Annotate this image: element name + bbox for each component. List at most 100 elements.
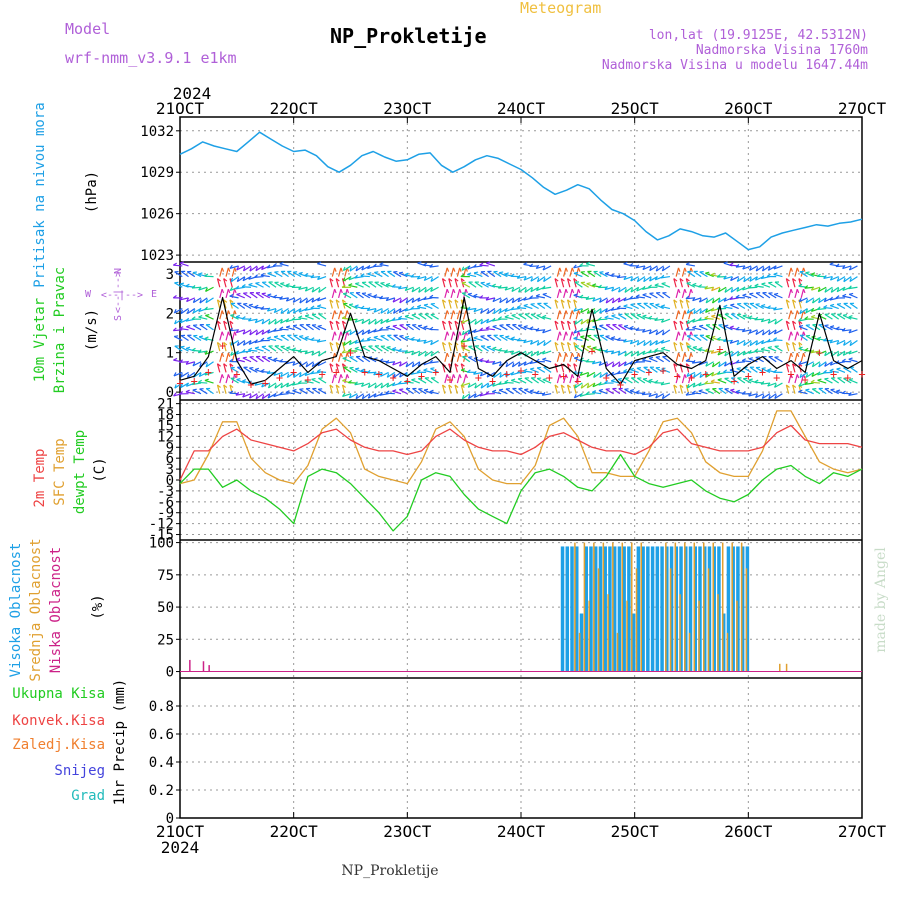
wind-gust-marker: +: [659, 363, 666, 377]
wind-arrow: [174, 336, 182, 340]
wind-arrow: [576, 310, 578, 319]
wind-arrow-head: [699, 390, 703, 391]
wind-arrow-head: [305, 337, 309, 338]
wind-gust-marker: +: [631, 367, 638, 381]
wind-arrow-head: [572, 268, 573, 272]
wind-arrow-head: [542, 315, 546, 316]
wind-gust-marker: +: [361, 365, 368, 379]
grid-lines: [180, 117, 862, 818]
cloud-unit-label: (%): [90, 594, 106, 619]
wind-speed-series: ++++++++++++++++++++++++++++++++++++++++…: [176, 298, 865, 392]
wind-arrow: [451, 332, 453, 341]
wind-arrow-head: [255, 368, 259, 369]
wind-arrow-head: [768, 347, 772, 348]
wind-arrow: [381, 272, 389, 277]
wind-arrow-head: [756, 304, 760, 305]
wind-arrow: [564, 289, 566, 298]
cloud-tick-label: 0: [166, 665, 174, 681]
wind-arrow-head: [242, 380, 246, 382]
wind-arrow: [445, 332, 447, 341]
wind-gust-marker: +: [432, 365, 439, 379]
top-time-label: 25OCT: [611, 99, 660, 118]
wind-arrow-head: [267, 337, 271, 339]
wind-arrow: [574, 273, 582, 276]
wind-arrow-head: [255, 283, 259, 284]
wind-arrow: [419, 314, 426, 319]
wind-arrow-head: [717, 337, 721, 339]
wind-arrow-head: [347, 310, 348, 314]
wind-arrow-head: [791, 310, 792, 314]
wind-arrow-head: [830, 326, 834, 327]
wind-arrow-head: [305, 315, 309, 316]
wind-arrow-head: [453, 332, 454, 336]
wind-arrow-head: [199, 273, 203, 274]
wind-arrow-head: [228, 268, 229, 272]
wind-arrow-head: [317, 305, 321, 306]
wind-arrow-head: [447, 268, 448, 272]
wind-gust-marker: +: [205, 365, 212, 379]
wind-arrow-head: [222, 353, 223, 357]
top-time-label: 21OCT: [156, 99, 205, 118]
wind-arrow-head: [430, 390, 434, 392]
wind-arrow-head: [842, 294, 846, 296]
wind-arrow-head: [524, 389, 528, 390]
model-name: wrf-nmm_v3.9.1 e1km: [65, 49, 237, 67]
wind-arrow-head: [699, 325, 703, 326]
wind-arrow-head: [637, 314, 641, 315]
wind-arrow-head: [599, 272, 603, 273]
wind-arrow-head: [611, 379, 615, 381]
wind-gust-marker: +: [517, 363, 524, 377]
wind-arrow-head: [341, 332, 342, 336]
wind-arrow: [795, 353, 797, 362]
wind-arrow: [795, 332, 797, 341]
wind-arrow-head: [335, 310, 336, 314]
wind-arrow-head: [560, 353, 561, 357]
wind-arrow-head: [299, 272, 303, 273]
wind-arrow-head: [286, 284, 290, 286]
wind-arrow-head: [706, 389, 710, 390]
high-cloud-bar: [646, 546, 650, 671]
wind-arrow-head: [797, 332, 798, 336]
cloud-tick-label: 75: [157, 568, 174, 584]
high-cloud-bar: [566, 546, 570, 671]
wind-gust-marker: +: [787, 367, 794, 381]
wind-arrow-head: [685, 332, 686, 336]
mid-cloud-bar: [717, 594, 719, 671]
wind-arrow-head: [566, 268, 567, 272]
wind-arrow-head: [186, 284, 190, 286]
wind-gust-marker: +: [588, 344, 595, 358]
compass-east-arrows: <--|-->: [101, 290, 143, 301]
wind-arrow-head: [578, 353, 579, 357]
mid-cloud-bar: [731, 543, 733, 672]
wind-arrow-head: [228, 332, 229, 336]
wind-arrow-head: [817, 337, 821, 339]
wind-arrow-head: [797, 353, 798, 357]
wind-axis-label-line2: Brzina i Pravac: [52, 267, 68, 393]
wind-gust-marker: +: [262, 376, 269, 390]
wind-arrow-head: [685, 268, 686, 272]
wind-arrow-head: [843, 315, 847, 316]
wind-arrow-head: [578, 268, 579, 272]
wind-arrow-head: [691, 353, 692, 357]
precip-tick-label: 0.2: [149, 783, 174, 799]
mid-cloud-bar: [675, 543, 677, 672]
wind-arrow-head: [791, 289, 792, 293]
wind-arrow-head: [286, 326, 290, 327]
wind-gust-marker: +: [844, 371, 851, 385]
wind-arrow-head: [678, 353, 679, 357]
wind-gust-marker: +: [461, 339, 468, 353]
wind-arrow: [801, 289, 803, 298]
sfc-temp-axis-label: SFC Temp: [52, 438, 68, 505]
wind-arrow-head: [530, 327, 533, 329]
wind-arrow: [206, 389, 213, 394]
wind-arrow-head: [373, 295, 377, 297]
precip-tick-label: 0: [166, 811, 174, 827]
wind-arrow: [564, 353, 566, 362]
wind-gust-marker: +: [560, 369, 567, 383]
wind-gust-marker: +: [773, 371, 780, 385]
wind-arrow: [339, 353, 341, 362]
wind-arrow-head: [453, 310, 454, 314]
